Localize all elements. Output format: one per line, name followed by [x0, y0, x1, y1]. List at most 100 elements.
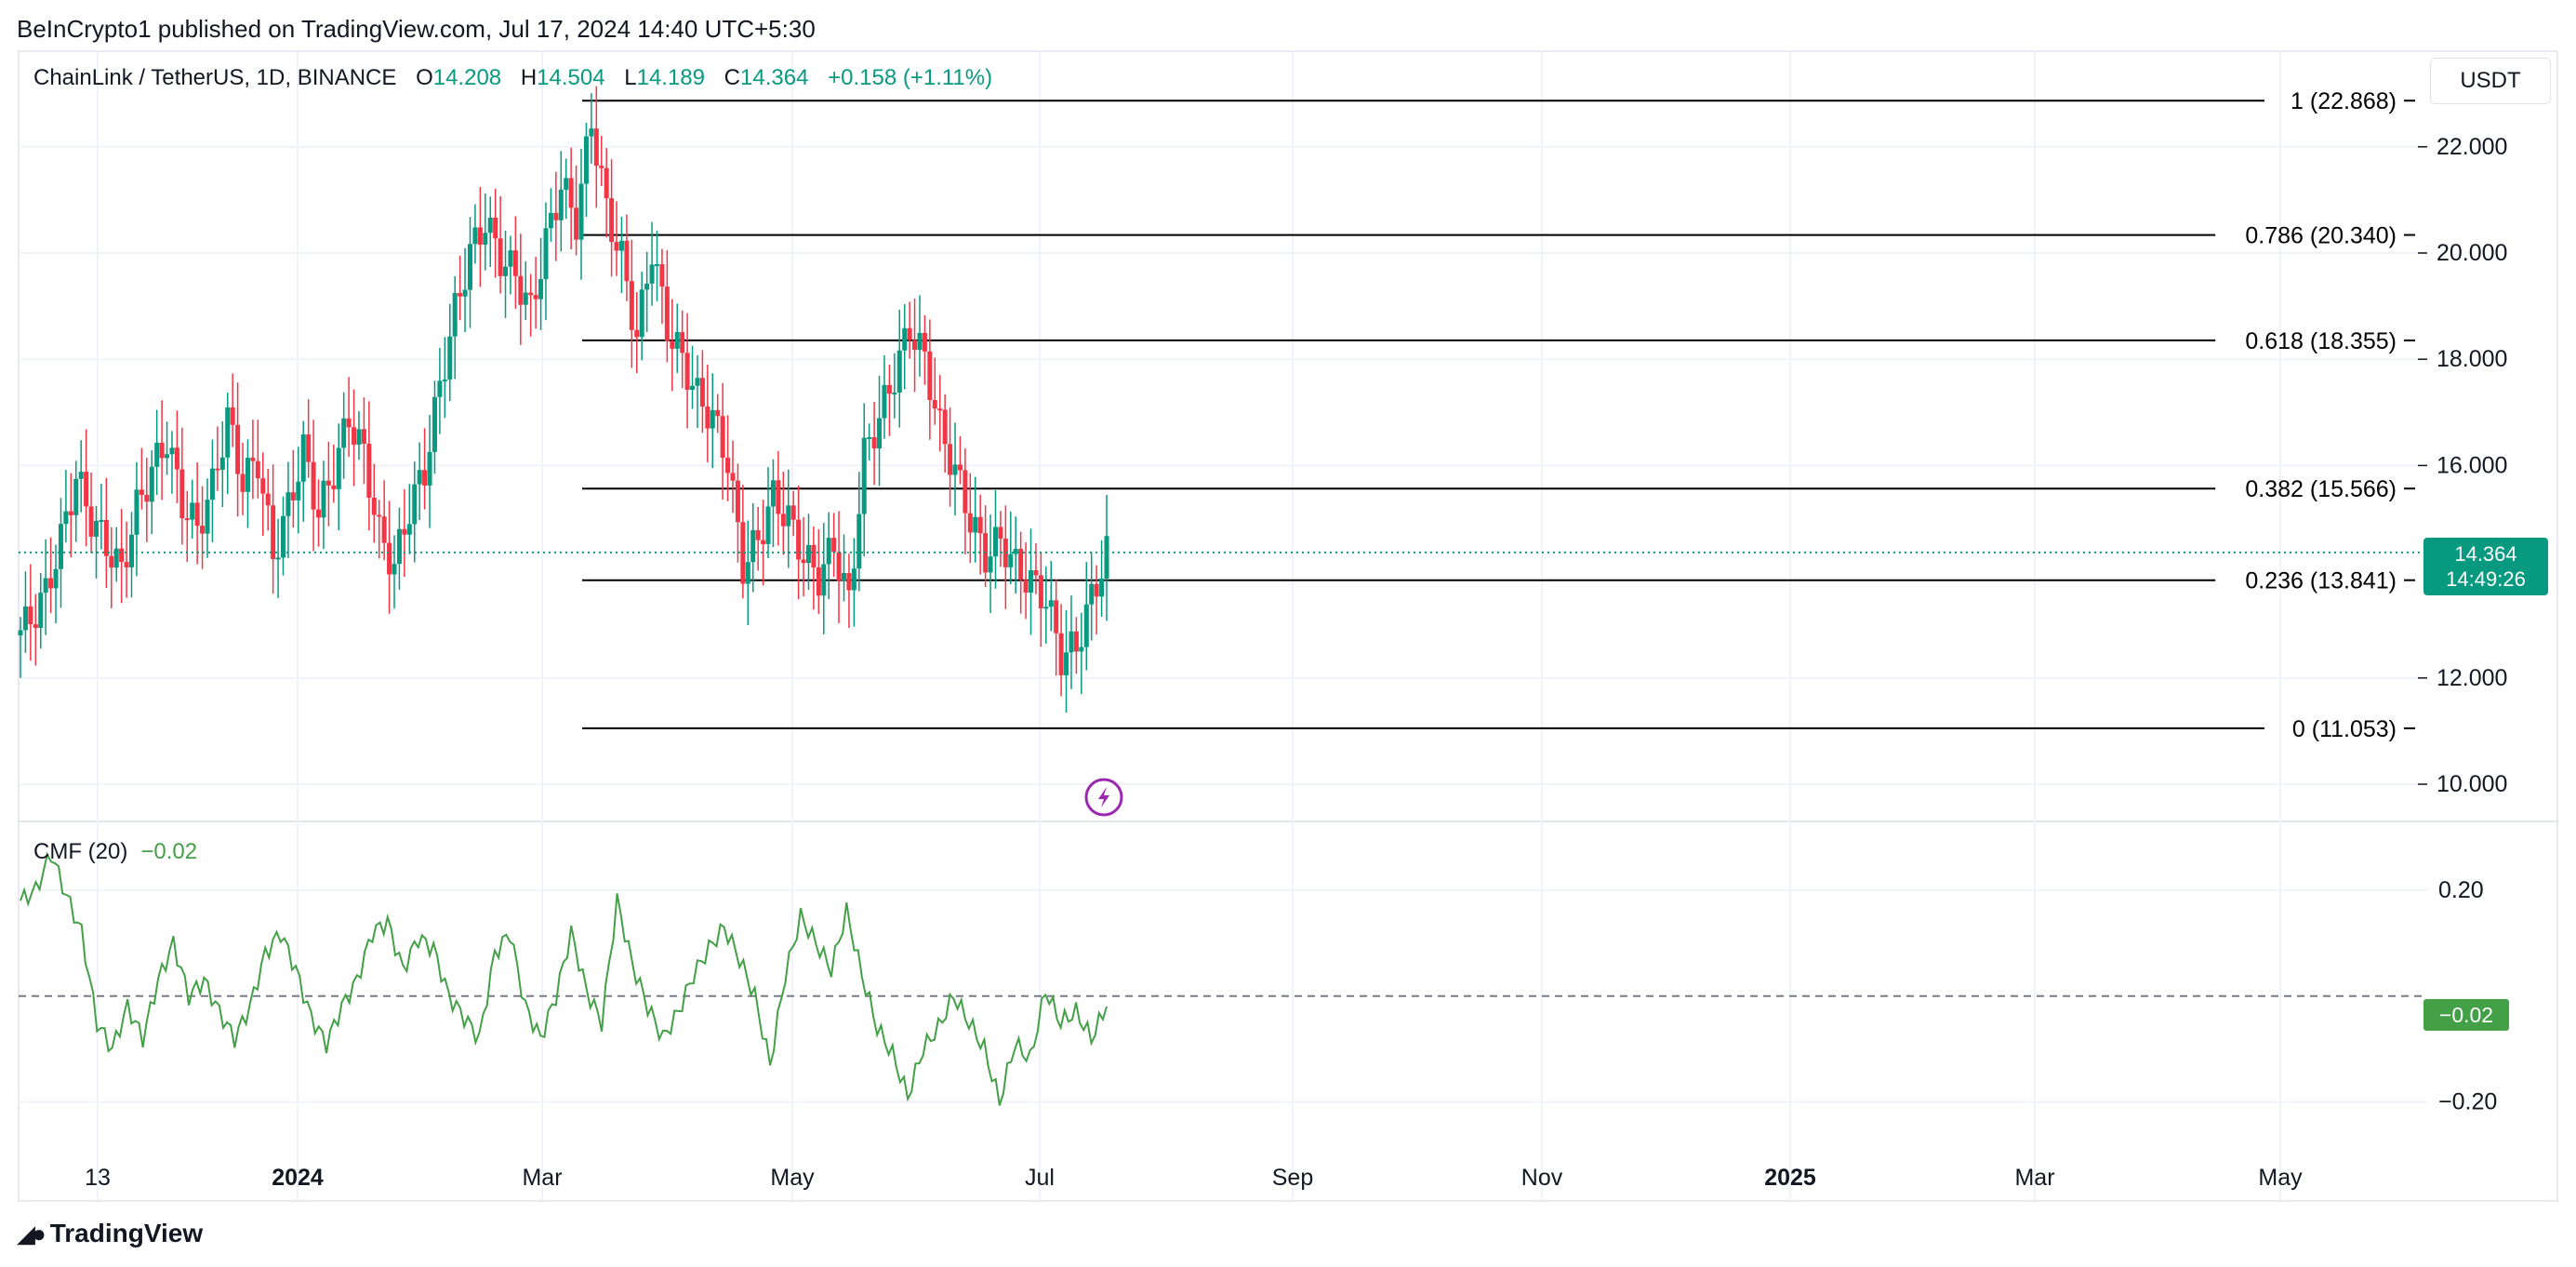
candle-body	[730, 473, 736, 481]
candle-body	[831, 538, 837, 553]
low-label: L	[624, 65, 637, 90]
candle-body	[886, 384, 892, 394]
cmf-label[interactable]: CMF (20)	[33, 839, 128, 864]
candle-body	[1073, 631, 1079, 652]
candle-body	[285, 492, 291, 516]
lightning-icon[interactable]	[1084, 778, 1123, 817]
candle-body	[1033, 570, 1039, 576]
candle-body	[932, 399, 937, 409]
candlestick-series	[18, 86, 1109, 714]
candle-body	[593, 128, 599, 167]
cmf-tick-label: −0.20	[2438, 1088, 2497, 1114]
candle-body	[452, 292, 458, 337]
candle-body	[867, 437, 872, 440]
candle-body	[159, 442, 165, 459]
candle-body	[209, 468, 215, 500]
candle-body	[427, 451, 432, 486]
candle-body	[634, 329, 640, 338]
candle-body	[780, 513, 786, 527]
candle-body	[856, 513, 862, 569]
candle-body	[902, 327, 908, 351]
candle-body	[1083, 604, 1089, 647]
candle-body	[417, 470, 422, 485]
candle-body	[861, 437, 867, 514]
candle-body	[1038, 575, 1043, 608]
candle-body	[154, 442, 160, 467]
candle-body	[655, 264, 660, 267]
cmf-value: −0.02	[140, 839, 198, 864]
candle-body	[826, 538, 831, 565]
candle-body	[1064, 652, 1069, 675]
candle-body	[740, 522, 746, 584]
candle-body	[316, 509, 322, 518]
last-price-tag: 14.364 14:49:26	[2423, 538, 2548, 595]
candle-body	[892, 393, 897, 395]
candle-body	[917, 332, 923, 351]
time-tick-label: 2025	[1764, 1165, 1816, 1191]
candle-body	[684, 353, 690, 391]
time-tick-label: Sep	[1272, 1165, 1313, 1191]
candle-body	[487, 218, 493, 233]
candle-body	[300, 434, 306, 482]
candle-body	[948, 444, 953, 475]
candle-body	[200, 526, 206, 534]
currency-button[interactable]: USDT	[2430, 58, 2551, 104]
candle-body	[129, 534, 135, 567]
high-label: H	[520, 65, 538, 90]
candle-body	[699, 378, 705, 407]
tradingview-logo[interactable]: ◢● TradingView	[17, 1219, 203, 1248]
candle-body	[957, 464, 963, 471]
candle-body	[311, 461, 316, 510]
candle-body	[119, 548, 125, 563]
candle-body	[790, 505, 796, 520]
candle-body	[33, 624, 38, 628]
candle-body	[765, 506, 771, 544]
candle-body	[205, 500, 210, 534]
candle-body	[447, 336, 453, 380]
candle-body	[776, 480, 781, 514]
candle-body	[402, 528, 407, 535]
candle-body	[432, 396, 437, 452]
candle-body	[664, 287, 670, 341]
time-tick-label: May	[2258, 1165, 2303, 1191]
candle-body	[437, 380, 443, 397]
candle-body	[1079, 647, 1084, 652]
candle-body	[1023, 580, 1029, 593]
candle-body	[179, 469, 185, 519]
time-tick-label: Mar	[2014, 1165, 2054, 1191]
candle-body	[240, 473, 246, 492]
open-label: O	[416, 65, 433, 90]
candle-body	[260, 478, 266, 494]
candle-body	[58, 524, 63, 569]
candle-body	[851, 568, 856, 591]
candle-body	[245, 458, 250, 492]
candle-body	[215, 468, 220, 471]
time-tick-label: Jul	[1025, 1165, 1055, 1191]
candle-body	[387, 542, 392, 575]
candle-body	[871, 437, 877, 449]
candle-body	[361, 429, 366, 445]
time-tick-label: Mar	[522, 1165, 562, 1191]
candle-body	[977, 516, 983, 534]
candle-body	[230, 407, 235, 425]
candle-body	[796, 519, 802, 560]
candle-body	[336, 447, 341, 489]
candle-body	[467, 244, 472, 290]
price-tick-label: 18.000	[2437, 346, 2507, 372]
candle-body	[801, 559, 806, 564]
brand-name: TradingView	[49, 1219, 204, 1247]
candle-body	[745, 562, 750, 584]
candle-body	[396, 528, 402, 565]
candle-body	[149, 466, 154, 502]
open-value: 14.208	[432, 65, 502, 90]
candle-body	[88, 506, 94, 537]
candle-body	[882, 384, 887, 419]
candle-body	[483, 233, 488, 245]
symbol-name[interactable]: ChainLink / TetherUS, 1D, BINANCE	[33, 65, 397, 90]
candle-body	[720, 416, 725, 459]
candle-body	[896, 350, 902, 393]
candle-body	[644, 283, 650, 290]
symbol-info-bar: ChainLink / TetherUS, 1D, BINANCE O14.20…	[33, 65, 992, 91]
candle-body	[1018, 548, 1024, 580]
